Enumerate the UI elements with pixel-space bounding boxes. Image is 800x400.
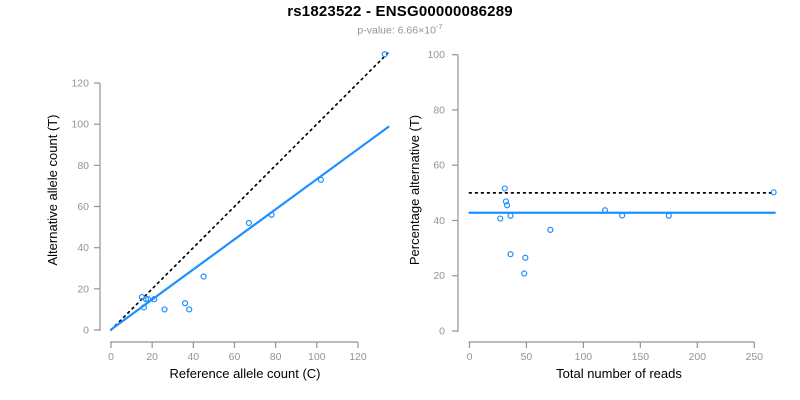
x-tick-label: 100 (308, 351, 326, 363)
figure-title: rs1823522 - ENSG00000086289 (287, 3, 513, 20)
data-point (245, 219, 252, 227)
right-scatter-panel: 0 20 40 60 80 100 0 50 100 150 200 250 Total number… (407, 49, 777, 381)
y-tick-label: 100 (427, 49, 445, 61)
data-point (140, 304, 148, 311)
right-yaxis-label: Percentage alternative (T) (407, 115, 422, 265)
identity-line (110, 52, 389, 331)
x-tick-label: 40 (187, 351, 199, 363)
pvalue-text: p-value: 6.66×10 (357, 24, 436, 37)
y-tick-label: 80 (433, 104, 445, 116)
x-tick-label: 50 (521, 351, 533, 363)
left-panel-generated: 0 20 40 60 80 100 120 0 20 40 60 80 100 120 (71, 51, 390, 363)
x-tick-label: 100 (575, 351, 593, 363)
right-panel-generated: 0 20 40 60 80 100 0 50 100 150 200 250 (427, 49, 777, 363)
y-tick-label: 0 (439, 326, 445, 338)
x-tick-label: 0 (467, 351, 473, 363)
y-tick-label: 80 (77, 160, 89, 172)
left-yaxis-label: Alternative allele count (T) (45, 114, 60, 265)
y-tick-label: 100 (71, 119, 89, 131)
data-point (268, 211, 275, 218)
y-tick-label: 0 (83, 325, 89, 337)
data-point (144, 296, 152, 303)
x-tick-label: 20 (146, 351, 158, 363)
x-tick-label: 0 (108, 351, 114, 363)
x-tick-label: 80 (270, 351, 282, 363)
pvalue-subtitle: p-value: 6.66×10-7 (0, 22, 800, 37)
pvalue-exponent: -7 (435, 22, 443, 31)
x-tick-label: 150 (632, 351, 650, 363)
data-point (665, 212, 672, 219)
right-xaxis-label: Total number of reads (556, 366, 682, 381)
y-tick-label: 120 (71, 78, 89, 90)
data-point (547, 226, 554, 233)
data-point (501, 185, 508, 192)
y-tick-label: 40 (433, 215, 445, 227)
x-tick-label: 250 (745, 351, 763, 363)
data-point (601, 207, 609, 214)
y-tick-label: 40 (77, 242, 89, 254)
data-point (181, 300, 189, 307)
y-tick-label: 20 (433, 270, 445, 282)
data-point (619, 212, 626, 219)
data-point (151, 296, 158, 303)
y-tick-label: 60 (77, 201, 89, 213)
data-point (142, 296, 150, 303)
left-scatter-panel: 0 20 40 60 80 100 120 0 20 40 60 80 100 120 Reference… (45, 51, 390, 381)
data-point (507, 212, 514, 219)
x-tick-label: 120 (349, 351, 367, 363)
data-point (503, 202, 511, 209)
data-point (522, 254, 529, 261)
data-point (200, 273, 207, 280)
x-tick-label: 200 (689, 351, 707, 363)
left-xaxis-label: Reference allele count (C) (169, 366, 320, 381)
data-point (317, 176, 325, 183)
data-point (770, 189, 777, 196)
data-point (502, 198, 510, 205)
data-point (381, 51, 388, 58)
data-point (186, 306, 193, 313)
y-tick-label: 60 (433, 160, 445, 172)
regression-line (109, 125, 390, 331)
data-point (161, 306, 168, 313)
y-tick-label: 20 (77, 283, 89, 295)
data-point (497, 215, 504, 222)
data-point (507, 251, 514, 258)
data-point (521, 270, 528, 277)
x-tick-label: 60 (229, 351, 241, 363)
